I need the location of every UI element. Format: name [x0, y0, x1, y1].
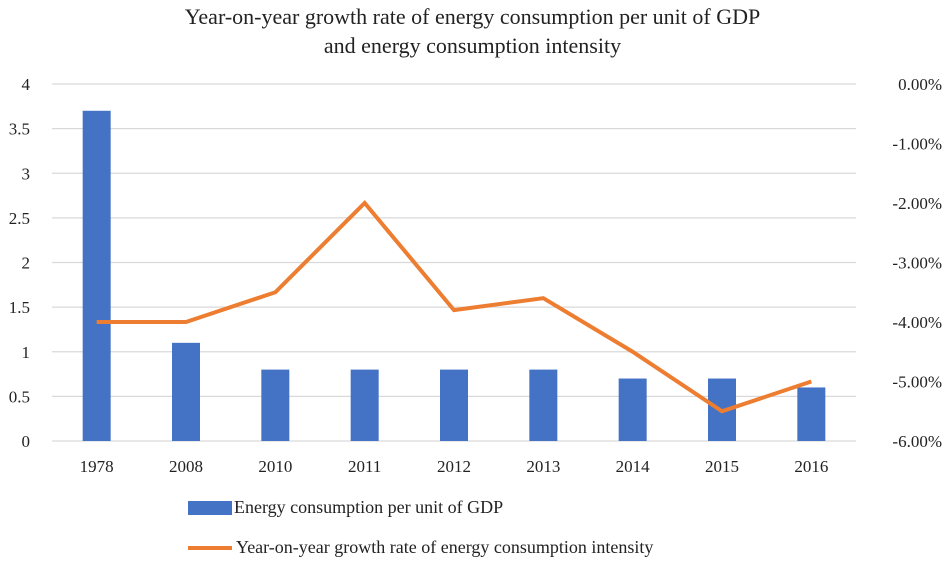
x-tick-label: 2008: [169, 457, 203, 476]
y-left-tick-label: 1.5: [9, 298, 30, 317]
x-tick-label: 2010: [258, 457, 292, 476]
y-left-tick-label: 2.5: [9, 209, 30, 228]
bar: [350, 369, 379, 441]
chart-title-line-1: Year-on-year growth rate of energy consu…: [184, 4, 761, 29]
legend-swatch-bar: [188, 500, 232, 515]
legend-label-bar: Energy consumption per unit of GDP: [234, 497, 504, 517]
bar: [261, 369, 290, 441]
bar: [82, 110, 111, 442]
y-left-tick-label: 4: [22, 75, 31, 94]
y-left-tick-label: 3: [22, 164, 31, 183]
legend-item-bar: Energy consumption per unit of GDP: [188, 497, 503, 518]
legend-swatch-line: [188, 545, 232, 550]
y-right-tick-label: -2.00%: [892, 194, 942, 213]
bar: [797, 387, 826, 441]
y-right-tick-label: -1.00%: [892, 135, 942, 154]
bar: [529, 369, 558, 441]
y-right-tick-label: -3.00%: [892, 254, 942, 273]
y-right-tick-label: -4.00%: [892, 313, 942, 332]
y-left-tick-label: 2: [22, 254, 31, 273]
x-tick-label: 2013: [526, 457, 560, 476]
y-right-tick-label: -5.00%: [892, 373, 942, 392]
y-left-tick-label: 3.5: [9, 120, 30, 139]
y-right-tick-label: 0.00%: [898, 75, 942, 94]
x-tick-label: 2011: [348, 457, 381, 476]
legend-item-line: Year-on-year growth rate of energy consu…: [188, 537, 653, 558]
y-right-tick-label: -6.00%: [892, 432, 942, 451]
chart-title-line-2: and energy consumption intensity: [323, 33, 622, 58]
bar: [172, 342, 200, 441]
chart-title: Year-on-year growth rate of energy consu…: [0, 2, 945, 60]
x-tick-label: 2016: [794, 457, 828, 476]
x-tick-label: 2012: [437, 457, 471, 476]
y-left-tick-label: 0: [22, 432, 31, 451]
bar: [618, 378, 647, 441]
x-tick-label: 2014: [616, 457, 651, 476]
x-tick-label: 1978: [80, 457, 114, 476]
bar: [440, 369, 468, 441]
y-left-tick-label: 1: [22, 343, 31, 362]
x-tick-label: 2015: [705, 457, 739, 476]
y-left-tick-label: 0.5: [9, 387, 30, 406]
legend-label-line: Year-on-year growth rate of energy consu…: [236, 537, 654, 557]
